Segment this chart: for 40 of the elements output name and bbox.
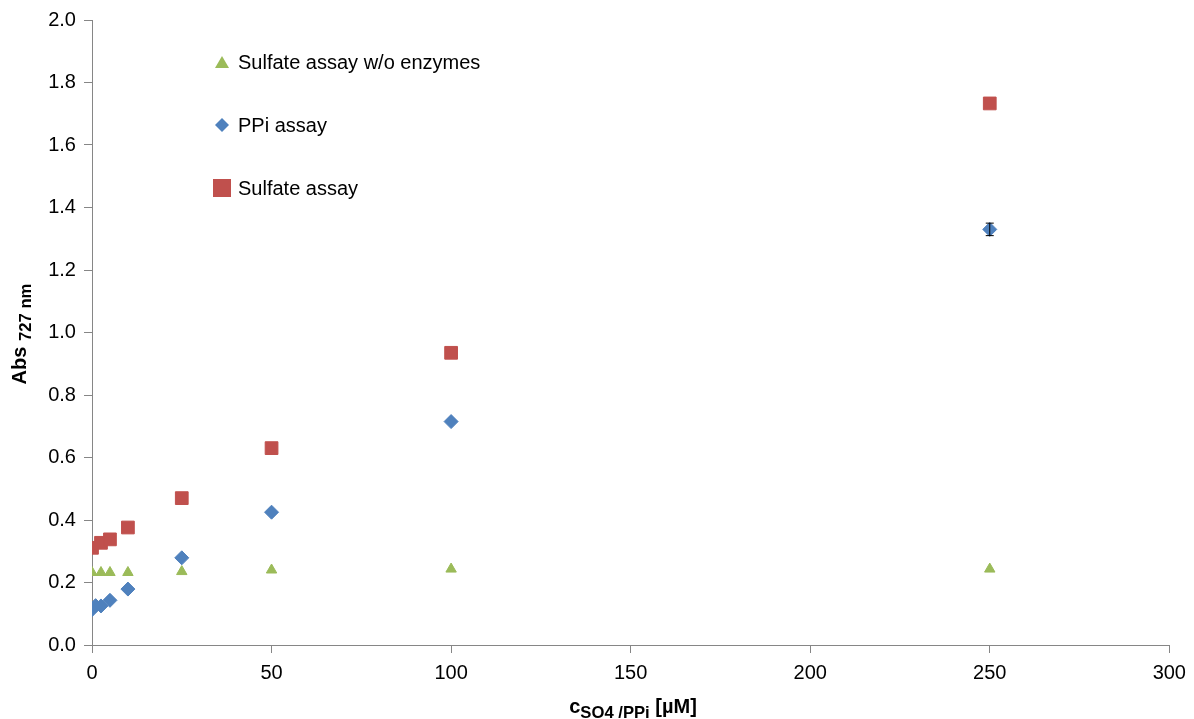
x-axis-title: c$_{SO4 /PPi}$ [µM] (568, 695, 698, 719)
y-tick-label: 0.8 (48, 382, 76, 405)
point (176, 565, 188, 576)
y-tick-label: 1.0 (48, 320, 76, 343)
y-tick-label: 0.6 (48, 445, 76, 468)
point (121, 520, 135, 535)
y-tick-label: 2.0 (48, 7, 76, 30)
legend-label: Sulfate assay w/o enzymes (238, 50, 481, 74)
x-tick-label: 300 (1152, 660, 1186, 683)
point (982, 96, 997, 111)
y-tick-label: 1.6 (48, 132, 76, 155)
legend-label: Sulfate assay (238, 176, 359, 200)
y-tick-label: 1.8 (48, 70, 76, 93)
point (264, 504, 280, 520)
point (174, 491, 189, 505)
point (120, 581, 136, 597)
point (104, 566, 116, 576)
x-tick-label: 200 (793, 660, 827, 683)
point (103, 532, 117, 547)
point (444, 345, 458, 360)
x-tick-label: 0 (86, 660, 98, 683)
point (984, 562, 996, 573)
y-tick-label: 0.4 (48, 507, 76, 530)
y-tick-label: 0.2 (48, 570, 76, 593)
x-tick-label: 100 (434, 660, 468, 683)
y-tick-label: 1.2 (48, 257, 76, 280)
point (174, 550, 190, 566)
point (443, 414, 459, 430)
y-tick-label: 0.0 (48, 632, 76, 655)
point (102, 592, 118, 608)
x-tick-label: 150 (613, 660, 648, 683)
point (122, 566, 134, 576)
x-tick-label: 250 (973, 660, 1007, 683)
point (445, 562, 457, 573)
y-tick-label: 1.4 (48, 195, 76, 218)
point (264, 441, 279, 455)
point (265, 563, 278, 574)
legend-label: PPi assay (238, 113, 327, 137)
point (95, 566, 107, 576)
x-tick-label: 50 (260, 660, 283, 683)
